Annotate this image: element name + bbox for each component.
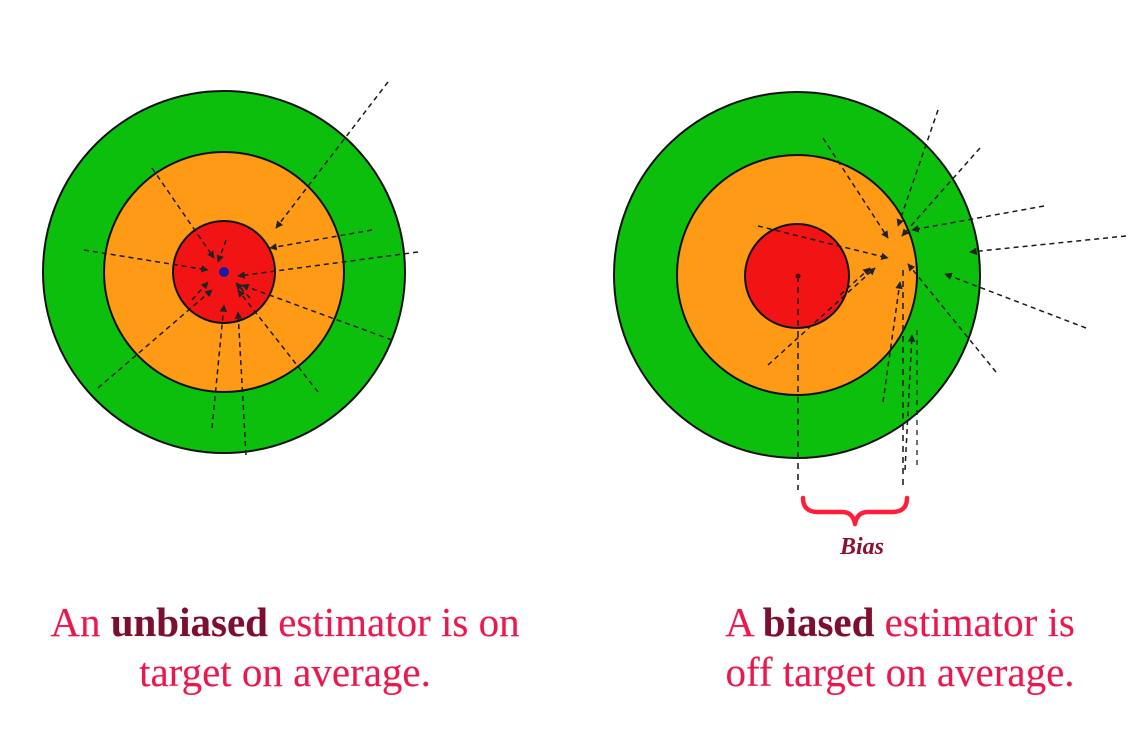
- shot-arrow: [911, 205, 1045, 233]
- unbiased-target: [42, 81, 419, 456]
- shot-arrow: [275, 81, 389, 229]
- caption-line2: off target on average.: [725, 649, 1075, 695]
- caption-pre: A: [725, 599, 763, 645]
- caption-post: estimator is on: [267, 599, 520, 645]
- shot-arrow: [904, 334, 916, 471]
- shot-arrow: [235, 282, 251, 299]
- caption-line2: target on average.: [139, 649, 431, 695]
- shot-arrow: [839, 267, 871, 296]
- shot-arrow: [822, 137, 889, 239]
- shot-arrow: [237, 251, 419, 279]
- biased-caption: A biased estimator is off target on aver…: [570, 597, 1140, 697]
- biased-target: [613, 91, 1127, 527]
- shot-arrow: [944, 272, 1087, 329]
- shot-arrow: [211, 304, 228, 429]
- shot-arrow: [237, 289, 319, 393]
- shot-arrows: [757, 109, 1127, 471]
- shot-arrow: [882, 281, 903, 403]
- caption-emphasis: unbiased: [110, 599, 268, 645]
- shot-arrow: [151, 167, 215, 259]
- bias-brace: [800, 495, 910, 527]
- caption-post: estimator is: [874, 599, 1075, 645]
- caption-pre: An: [50, 599, 111, 645]
- shot-arrow: [767, 267, 876, 366]
- unbiased-caption: An unbiased estimator is on target on av…: [0, 597, 570, 697]
- shot-arrow: [234, 311, 247, 456]
- bias-label: Bias: [839, 534, 884, 560]
- shot-arrow: [83, 249, 209, 273]
- shot-arrow: [191, 281, 209, 301]
- shot-arrow: [969, 235, 1127, 256]
- shot-arrows: [83, 81, 419, 456]
- shot-arrow: [97, 289, 213, 389]
- shot-arrow: [757, 225, 889, 261]
- center-dot: [219, 267, 229, 277]
- shot-arrow: [901, 147, 981, 237]
- shot-arrow: [896, 109, 939, 227]
- caption-emphasis: biased: [762, 599, 875, 645]
- shot-arrow: [216, 239, 227, 263]
